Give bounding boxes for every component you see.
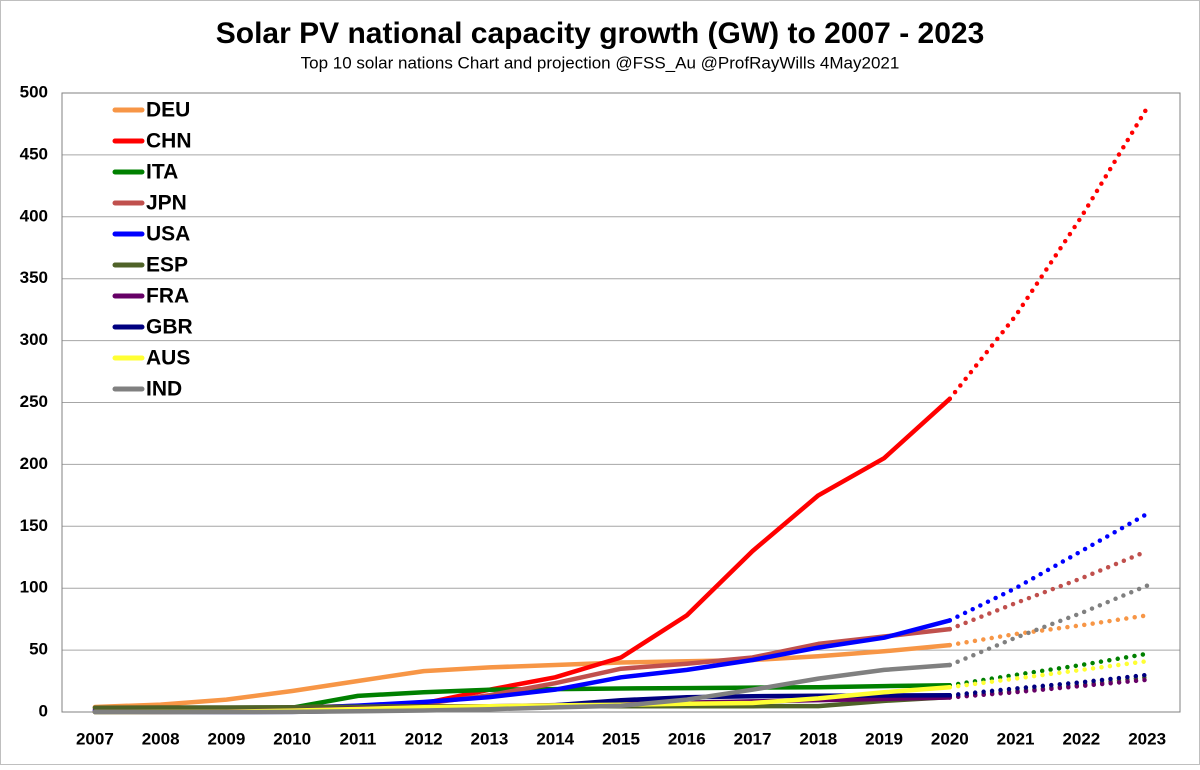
projection-line bbox=[947, 105, 1150, 402]
legend-label: GBR bbox=[146, 316, 193, 339]
projection-line bbox=[947, 677, 1150, 700]
x-tick-label: 2012 bbox=[405, 729, 443, 748]
x-tick-label: 2015 bbox=[602, 729, 640, 748]
legend-label: DEU bbox=[146, 99, 190, 122]
projection-line bbox=[947, 672, 1150, 698]
y-tick-label: 250 bbox=[20, 392, 48, 411]
y-tick-label: 350 bbox=[20, 268, 48, 287]
projection-line bbox=[947, 548, 1150, 632]
x-tick-label: 2018 bbox=[799, 729, 837, 748]
legend-label: FRA bbox=[146, 285, 189, 308]
x-tick-label: 2016 bbox=[668, 729, 706, 748]
x-tick-label: 2014 bbox=[536, 729, 574, 748]
x-tick-label: 2022 bbox=[1062, 729, 1100, 748]
x-tick-label: 2020 bbox=[931, 729, 969, 748]
series-line bbox=[92, 662, 953, 715]
x-tick-label: 2007 bbox=[76, 729, 114, 748]
chart-title: Solar PV national capacity growth (GW) t… bbox=[216, 17, 985, 50]
series-line bbox=[92, 642, 953, 710]
projection-line bbox=[947, 651, 1150, 688]
legend-label: AUS bbox=[146, 347, 190, 370]
projection-line bbox=[947, 583, 1150, 668]
x-tick-label: 2023 bbox=[1128, 729, 1166, 748]
y-tick-label: 0 bbox=[39, 701, 48, 720]
y-tick-label: 450 bbox=[20, 144, 48, 163]
plot-frame bbox=[61, 92, 1181, 713]
x-tick-label: 2010 bbox=[273, 729, 311, 748]
y-tick-label: 500 bbox=[20, 82, 48, 101]
x-tick-label: 2013 bbox=[471, 729, 509, 748]
y-tick-label: 50 bbox=[29, 640, 48, 659]
legend-label: JPN bbox=[146, 192, 187, 215]
y-tick-label: 300 bbox=[20, 330, 48, 349]
x-tick-label: 2011 bbox=[339, 729, 376, 748]
legend-label: ESP bbox=[146, 254, 188, 277]
legend-label: CHN bbox=[146, 130, 192, 153]
x-tick-label: 2021 bbox=[997, 729, 1035, 748]
x-tick-label: 2019 bbox=[865, 729, 903, 748]
y-tick-label: 100 bbox=[20, 578, 48, 597]
legend-label: USA bbox=[146, 223, 190, 246]
projection-line bbox=[947, 613, 1150, 648]
projection-line bbox=[947, 658, 1150, 690]
legend-label: IND bbox=[146, 378, 182, 401]
x-tick-label: 2009 bbox=[207, 729, 245, 748]
x-tick-label: 2008 bbox=[142, 729, 180, 748]
y-tick-label: 200 bbox=[20, 454, 48, 473]
projection-line bbox=[947, 511, 1150, 623]
y-tick-label: 150 bbox=[20, 516, 48, 535]
y-tick-label: 400 bbox=[20, 206, 48, 225]
x-tick-label: 2017 bbox=[734, 729, 772, 748]
legend-label: ITA bbox=[146, 161, 178, 184]
chart-subtitle: Top 10 solar nations Chart and projectio… bbox=[301, 53, 900, 72]
